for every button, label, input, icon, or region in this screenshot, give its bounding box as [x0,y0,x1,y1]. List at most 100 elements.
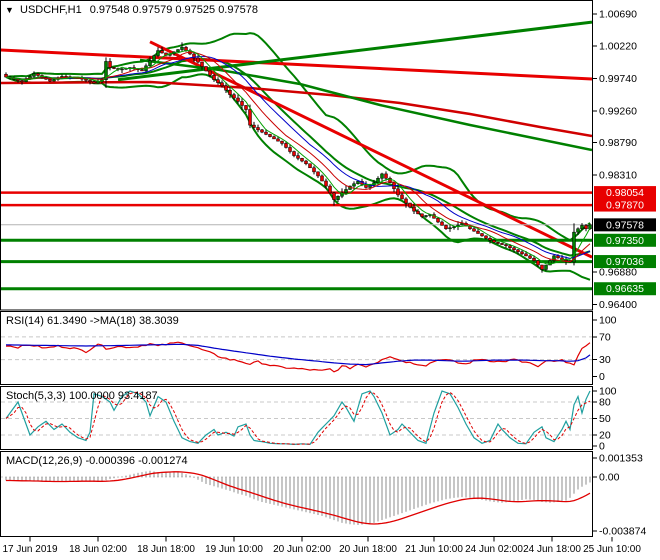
candle-body [176,49,180,53]
candle-body [508,245,512,248]
candle-body [528,255,532,259]
date-tick-label: 18 Jun 18:00 [137,544,195,555]
price-tick-label: 1.00220 [599,40,637,52]
candle-body [452,226,456,229]
red-slow-ma-curve[interactable] [0,80,592,138]
stoch-d-line [5,391,591,445]
candle-body [112,67,116,69]
candle-body [412,206,416,212]
candle-body [388,178,392,183]
candle-body [488,238,492,241]
macd-tick-label: 0.001353 [599,453,643,465]
candle-body [200,61,204,67]
candle-body [316,171,320,177]
candle-body [440,221,444,226]
candle-body [248,109,252,126]
candle-body [260,129,264,133]
candle-body [160,50,164,54]
rsi-tick-label: 0 [599,371,605,383]
candle-body [532,257,536,261]
candle-body [536,260,540,266]
candle-body [236,97,240,102]
candle-body [408,202,412,208]
candle-body [320,175,324,182]
date-tick-label: 19 Jun 10:00 [205,544,263,555]
candle-body [524,253,528,257]
candle-body [180,46,184,50]
candle-body [516,249,520,253]
candle-body [552,255,556,261]
candle-body [504,244,508,246]
date-tick-label: 21 Jun 10:00 [405,544,463,555]
price-level-box [594,255,656,269]
candle-body [148,60,152,67]
candle-body [184,46,188,51]
date-tick-label: 18 Jun 02:00 [69,544,127,555]
candle-body [384,173,388,179]
long-red-resistance[interactable] [0,48,592,81]
candle-body [340,192,344,197]
candle-body [344,189,348,194]
candle-body [520,251,524,255]
rsi-label: RSI(14) 61.3490 ->MA(18) 38.3039 [6,315,179,327]
candle-body [32,73,36,77]
candle-body [404,198,408,204]
candle-body [400,194,404,200]
candle-body [336,195,340,200]
macd-tick-label: 0.00 [599,472,620,484]
candle-body [288,147,292,152]
price-tick-label: 0.99260 [599,105,637,117]
candle-body [96,81,100,84]
price-level-box-label: 0.97870 [606,200,644,212]
rsi-tick-label: 30 [599,354,611,366]
stoch-tick-label: 80 [599,397,611,409]
candle-body [20,80,24,83]
candle-body [156,50,160,56]
main-chart-layer [0,20,592,291]
candle-body [460,223,464,226]
price-tick-label: 0.98790 [599,137,637,149]
chart-title: USDCHF,H1 0.97548 0.97579 0.97525 0.97578 [20,4,258,16]
symbol-dropdown-icon[interactable]: ▼ [5,5,14,15]
main-price-pane[interactable] [0,0,593,311]
candle-body [472,228,476,232]
candle-body [152,55,156,61]
candle-body [232,94,236,99]
candle-body [540,264,544,270]
rsi-layer [1,336,592,373]
date-tick-label: 20 Jun 02:00 [273,544,331,555]
candle-body [356,181,360,184]
candle-body [192,53,196,59]
candle-body [280,140,284,144]
candle-body [308,163,312,169]
candle-body [512,247,516,251]
ma-fast-line [5,50,591,265]
green-rising-trend[interactable] [117,20,592,82]
candle-body [480,233,484,237]
candle-body [244,105,248,110]
date-tick-label: 17 Jun 2019 [2,544,57,555]
candle-body [300,158,304,162]
stoch-tick-label: 0 [599,441,605,453]
candle-body [476,230,480,234]
candle-body [276,138,280,142]
candle-body [216,79,220,84]
stoch-tick-label: 50 [599,413,611,425]
stoch-tick-label: 100 [599,386,617,398]
date-tick-label: 25 Jun 10:00 [583,544,641,555]
candle-body [16,79,20,81]
candle-body [268,134,272,137]
macd-signal-line [6,471,591,525]
candle-body [108,61,112,68]
candle-body [296,155,300,159]
axis-layer: 1.00690 1.00220 0.99740 0.99260 0.98790 0.983… [2,9,656,555]
price-level-box [594,186,656,200]
main-red-downtrend[interactable] [149,40,592,259]
candle-body [496,242,500,244]
rsi-pane[interactable] [0,311,593,385]
price-tick-label: 0.98310 [599,170,637,182]
price-tick-label: 1.00690 [599,9,637,21]
macd-label: MACD(12,26,9) -0.000396 -0.001274 [6,455,188,467]
candle-body [52,79,56,82]
